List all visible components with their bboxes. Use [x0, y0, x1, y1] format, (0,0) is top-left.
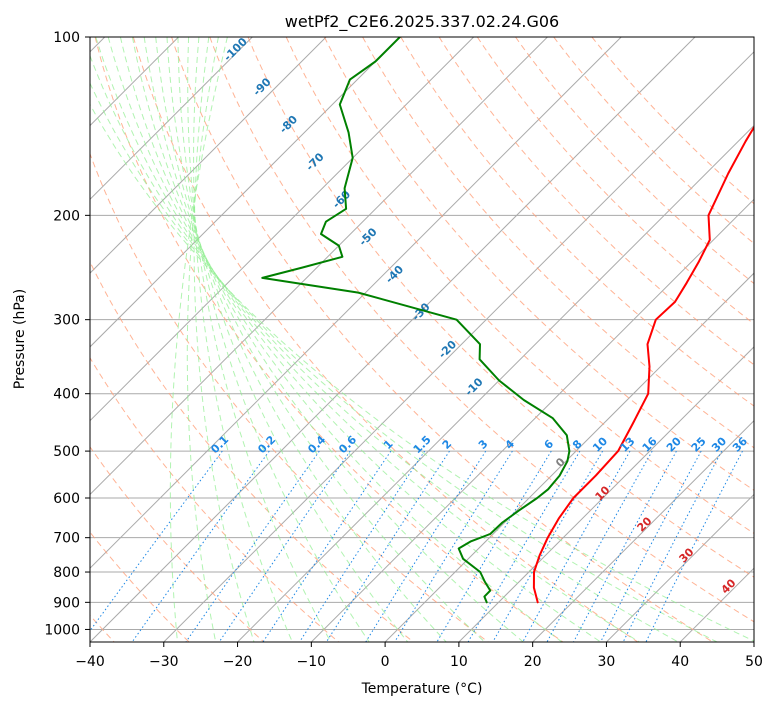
moist-adiabat-line [177, 37, 370, 642]
dry-adiabat-line [132, 37, 639, 642]
dry-adiabat-line [209, 37, 754, 623]
x-tick-label: 40 [671, 654, 689, 670]
y-tick-label: 100 [53, 30, 80, 46]
moist-adiabat-line [90, 54, 679, 642]
mixing-ratio-line [218, 450, 351, 642]
isotherm-line [237, 124, 754, 642]
dry-adiabat-line [591, 37, 754, 205]
mixing-ratio-line [600, 450, 702, 642]
y-tick-label: 400 [53, 387, 80, 403]
mixing-ratio-line [325, 450, 450, 642]
y-tick-label: 200 [53, 208, 80, 224]
moist-adiabat-line [95, 37, 640, 642]
isotherm-line [90, 37, 253, 201]
dry-adiabat-line [90, 356, 339, 642]
axis-ticks: −40 −30 −20 −10 0 10 20 30 40 50 100 200 300 400 500 60… [44, 30, 763, 670]
mixing-ratio-line [573, 450, 677, 642]
x-tick-label: 50 [745, 654, 763, 670]
dry-adiabat-line [285, 37, 754, 534]
x-axis-label: Temperature (°C) [361, 681, 483, 697]
moist-adiabat-line [187, 37, 332, 642]
mixing-ratio-line [492, 450, 604, 642]
y-axis-label: Pressure (hPa) [12, 289, 28, 389]
isotherm-line [90, 37, 401, 348]
dry-adiabat-line [90, 260, 414, 642]
dry-adiabat-line [362, 37, 754, 449]
isotherm-line [90, 37, 622, 569]
moist-adiabat-line [90, 103, 754, 642]
isotherm-line [458, 346, 754, 642]
y-tick-label: 500 [53, 444, 80, 460]
mixing-ratio-line [622, 450, 723, 642]
y-tick-label: 800 [53, 565, 80, 581]
x-tick-label: 10 [450, 654, 468, 670]
mixing-ratio-line [365, 450, 487, 642]
chart-title: wetPf2_C2E6.2025.337.02.24.G06 [285, 12, 559, 32]
mixing-ratio-line [185, 450, 320, 642]
moist-adiabat-line [119, 37, 563, 642]
dry-adiabat-line [90, 446, 265, 642]
plot-frame [89, 36, 755, 643]
mixing-ratio-line [546, 450, 653, 642]
isotherm-line [90, 37, 327, 274]
moist-adiabat-line [143, 37, 486, 642]
isotherm-line [606, 493, 754, 642]
x-tick-label: −30 [149, 654, 179, 670]
moist-adiabat-line [186, 37, 219, 642]
dry-adiabat-line [438, 37, 754, 366]
isotherm-line [90, 37, 696, 642]
x-tick-label: −20 [223, 654, 253, 670]
dry-adiabat-line [171, 37, 713, 642]
x-tick-label: 0 [381, 654, 390, 670]
dry-adiabat-line [400, 37, 754, 407]
mixing-ratio-line [522, 450, 631, 642]
moist-adiabat-line [107, 37, 601, 642]
moist-adiabat-line [90, 82, 718, 642]
mixing-ratio-line [394, 450, 513, 642]
y-tick-label: 700 [53, 531, 80, 547]
mixing-ratio-line [467, 450, 581, 642]
moist-adiabat-line [155, 37, 447, 642]
isotherm-line [90, 37, 475, 422]
x-tick-label: −40 [75, 654, 105, 670]
dewpoint-profile [261, 37, 571, 604]
y-tick-label: 600 [53, 491, 80, 507]
x-tick-label: 30 [598, 654, 616, 670]
moist-adiabat-line [193, 37, 255, 642]
moist-adiabat-line [131, 37, 524, 642]
moist-adiabat-line [166, 37, 409, 642]
mixing-ratio-line [131, 450, 270, 642]
moist-adiabat-line [169, 37, 228, 642]
x-tick-label: 20 [524, 654, 542, 670]
isotherm-line [532, 419, 754, 642]
isotherm-line [163, 51, 754, 642]
moist-adiabat-line [193, 37, 293, 642]
y-tick-label: 1000 [44, 622, 80, 638]
dry-adiabat-line [553, 37, 754, 245]
y-tick-label: 900 [53, 595, 80, 611]
temperature-profile [532, 125, 754, 604]
dry-adiabat-line [323, 37, 754, 491]
dry-adiabat-line [247, 37, 754, 578]
x-tick-label: −10 [297, 654, 327, 670]
mixing-ratio-line [436, 450, 552, 642]
y-tick-label: 300 [53, 313, 80, 329]
isotherm-line [384, 272, 754, 642]
